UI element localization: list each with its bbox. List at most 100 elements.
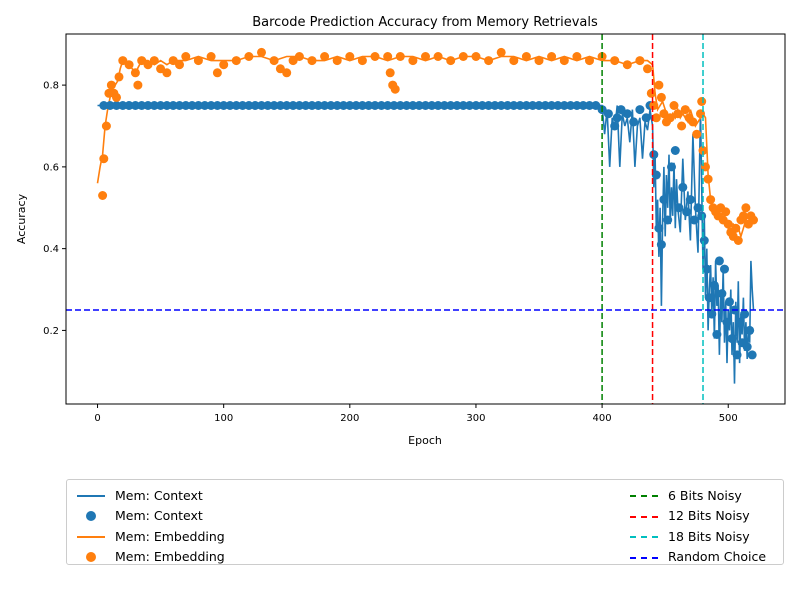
- scatter-point-embedding: [669, 101, 679, 110]
- scatter-point-embedding: [509, 56, 519, 66]
- scatter-point-embedding: [244, 52, 254, 61]
- scatter-point-context: [301, 101, 311, 110]
- legend-dot-marker: [86, 551, 96, 562]
- series-line-context: [97, 104, 755, 384]
- scatter-point-embedding: [231, 56, 241, 66]
- scatter-point-embedding: [212, 68, 222, 78]
- scatter-point-embedding: [688, 117, 698, 127]
- scatter-point-context: [685, 195, 695, 205]
- scatter-point-embedding: [383, 52, 393, 61]
- scatter-point-embedding: [206, 52, 216, 61]
- scatter-point-context: [257, 101, 266, 110]
- scatter-point-embedding: [294, 52, 304, 61]
- scatter-point-context: [471, 101, 481, 110]
- scatter-point-context: [649, 150, 659, 160]
- scatter-point-embedding: [484, 56, 494, 66]
- scatter-point-context: [389, 101, 399, 110]
- scatter-point-context: [105, 101, 115, 110]
- scatter-point-context: [383, 101, 393, 110]
- scatter-point-context: [99, 101, 109, 110]
- scatter-point-embedding: [521, 52, 531, 61]
- legend-swatch: [630, 489, 658, 501]
- legend-item: Mem: Embedding: [77, 526, 225, 547]
- scatter-point-context: [490, 101, 500, 110]
- scatter-point-embedding: [654, 80, 664, 90]
- scatter-point-context: [651, 170, 661, 180]
- legend-swatch: [630, 510, 658, 522]
- scatter-point-context: [667, 162, 676, 172]
- scatter-point-context: [725, 297, 734, 307]
- axis-ticks: 0 100 200 300 400 500 0.2 0.4 0.6 0.8: [43, 81, 738, 424]
- scatter-point-context: [288, 101, 298, 110]
- scatter-point-context: [118, 101, 128, 110]
- scatter-point-context: [629, 117, 639, 127]
- scatter-point-embedding: [395, 52, 405, 61]
- scatter-point-embedding: [721, 207, 731, 217]
- accuracy-chart: Barcode Prediction Accuracy from Memory …: [15, 15, 786, 447]
- scatter-point-embedding: [257, 47, 266, 57]
- scatter-point-embedding: [651, 113, 661, 123]
- scatter-point-embedding: [370, 52, 380, 61]
- scatter-point-context: [339, 101, 348, 110]
- scatter-point-embedding: [193, 56, 203, 66]
- scatter-point-embedding: [665, 113, 675, 123]
- scatter-point-context: [238, 101, 248, 110]
- scatter-point-context: [678, 182, 688, 192]
- scatter-point-context: [656, 240, 666, 250]
- scatter-point-context: [326, 101, 336, 110]
- scatter-point-embedding: [749, 215, 758, 225]
- legend-label: 12 Bits Noisy: [668, 508, 750, 524]
- scatter-point-context: [704, 293, 714, 303]
- scatter-point-context: [269, 101, 279, 110]
- scatter-point-embedding: [723, 219, 733, 229]
- scatter-point-context: [735, 317, 745, 327]
- scatter-point-embedding: [698, 146, 708, 155]
- scatter-point-embedding: [149, 56, 159, 66]
- legend-line-marker: [630, 536, 658, 539]
- scatter-point-context: [225, 101, 235, 110]
- scatter-point-context: [689, 215, 699, 225]
- scatter-point-embedding: [572, 52, 582, 61]
- legend-item: Mem: Embedding: [77, 547, 225, 568]
- scatter-point-context: [547, 101, 557, 110]
- scatter-point-context: [521, 101, 531, 110]
- legend-item: Mem: Context: [77, 485, 225, 506]
- scatter-point-embedding: [332, 56, 342, 66]
- x-tick-label: 500: [719, 413, 738, 424]
- scatter-point-embedding: [673, 109, 683, 119]
- scatter-point-embedding: [706, 195, 716, 205]
- scatter-point-context: [559, 101, 569, 110]
- scatter-point-context: [670, 146, 680, 155]
- scatter-point-embedding: [559, 56, 569, 66]
- scatter-point-context: [244, 101, 254, 110]
- x-tick-label: 200: [340, 413, 359, 424]
- scatter-point-context: [307, 101, 317, 110]
- scatter-point-embedding: [534, 56, 544, 66]
- scatter-point-context: [693, 203, 703, 213]
- legend-item: Mem: Context: [77, 506, 225, 527]
- scatter-point-context: [376, 101, 386, 110]
- scatter-point-context: [263, 101, 273, 110]
- scatter-point-context: [313, 101, 323, 110]
- scatter-point-embedding: [446, 56, 456, 66]
- legend-swatch: [630, 530, 658, 542]
- scatter-point-context: [742, 342, 752, 352]
- scatter-point-context: [124, 101, 134, 110]
- scatter-point-context: [294, 101, 304, 110]
- scatter-point-context: [578, 101, 588, 110]
- scatter-point-context: [446, 101, 456, 110]
- plot-content: [66, 34, 785, 404]
- y-tick-label: 0.4: [43, 244, 59, 255]
- scatter-point-context: [515, 101, 525, 110]
- scatter-point-context: [674, 203, 684, 213]
- legend-label: Mem: Embedding: [115, 549, 225, 565]
- scatter-point-context: [585, 101, 594, 110]
- legend-label: Mem: Context: [115, 508, 203, 524]
- scatter-point-context: [702, 264, 712, 274]
- scatter-point-context: [200, 101, 210, 110]
- scatter-point-embedding: [547, 52, 557, 61]
- scatter-point-context: [566, 101, 576, 110]
- scatter-point-context: [427, 101, 437, 110]
- x-tick-label: 0: [94, 413, 100, 424]
- scatter-point-context: [540, 101, 550, 110]
